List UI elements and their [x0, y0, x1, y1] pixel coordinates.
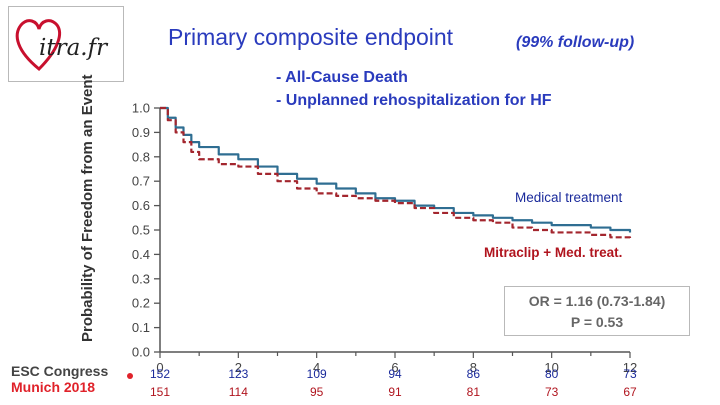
logo-text: itra.fr: [39, 35, 108, 61]
page-title: Primary composite endpoint: [168, 24, 454, 50]
at-risk-value: 67: [623, 385, 637, 399]
at-risk-value: 151: [150, 385, 170, 399]
x-tick-label: 8: [470, 360, 477, 375]
follow-up-note: (99% follow-up): [516, 34, 635, 51]
esc-line2: Munich 2018: [11, 379, 96, 395]
at-risk-value: 152: [150, 367, 170, 381]
y-tick-label: 0.7: [132, 174, 150, 189]
y-tick-label: 0.6: [132, 198, 150, 213]
mitraclip-label: Mitraclip + Med. treat.: [484, 245, 622, 260]
y-tick-label: 0.0: [132, 345, 150, 360]
at-risk-value: 109: [307, 367, 327, 381]
y-tick-label: 0.5: [132, 223, 150, 238]
x-tick-label: 4: [313, 360, 320, 375]
stats-box: OR = 1.16 (0.73-1.84) P = 0.53: [504, 286, 690, 336]
at-risk-value: 73: [545, 385, 559, 399]
y-tick-label: 0.2: [132, 296, 150, 311]
y-tick-label: 0.1: [132, 320, 150, 335]
x-tick-label: 12: [623, 360, 637, 375]
x-tick-label: 2: [235, 360, 242, 375]
y-tick-label: 0.8: [132, 149, 150, 164]
at-risk-value: 95: [310, 385, 324, 399]
medical-treatment-curve: [160, 106, 632, 233]
odds-ratio: OR = 1.16 (0.73-1.84): [528, 293, 666, 309]
p-value: P = 0.53: [570, 314, 624, 330]
endpoint-components: - All-Cause Death - Unplanned rehospital…: [276, 66, 552, 112]
y-tick-label: 0.4: [132, 247, 150, 262]
at-risk-value: 86: [467, 367, 481, 381]
at-risk-value: 91: [388, 385, 402, 399]
at-risk-value: 81: [467, 385, 481, 399]
at-risk-value: 114: [229, 385, 248, 399]
endpoint-item-rehospitalization: - Unplanned rehospitalization for HF: [276, 92, 552, 109]
y-tick-label: 0.3: [132, 271, 150, 286]
esc-dot-icon: [127, 373, 133, 379]
medical-treatment-label: Medical treatment: [515, 190, 623, 205]
at-risk-value: 94: [388, 367, 402, 381]
at-risk-value: 73: [623, 367, 637, 381]
mitraclip-curve: [160, 106, 632, 240]
esc-congress-logo: ESC Congress Munich 2018: [11, 363, 108, 395]
at-risk-value: 80: [545, 367, 559, 381]
y-tick-label: 0.9: [132, 125, 150, 140]
esc-line1: ESC Congress: [11, 363, 109, 379]
x-tick-label: 0: [156, 360, 163, 375]
heart-icon: [15, 19, 62, 72]
y-tick-label: 1.0: [132, 101, 150, 116]
endpoint-item-death: - All-Cause Death: [276, 69, 408, 86]
x-tick-label: 10: [544, 360, 558, 375]
at-risk-value: 123: [228, 367, 248, 381]
mitra-logo: itra.fr: [8, 6, 124, 82]
x-tick-label: 6: [391, 360, 398, 375]
